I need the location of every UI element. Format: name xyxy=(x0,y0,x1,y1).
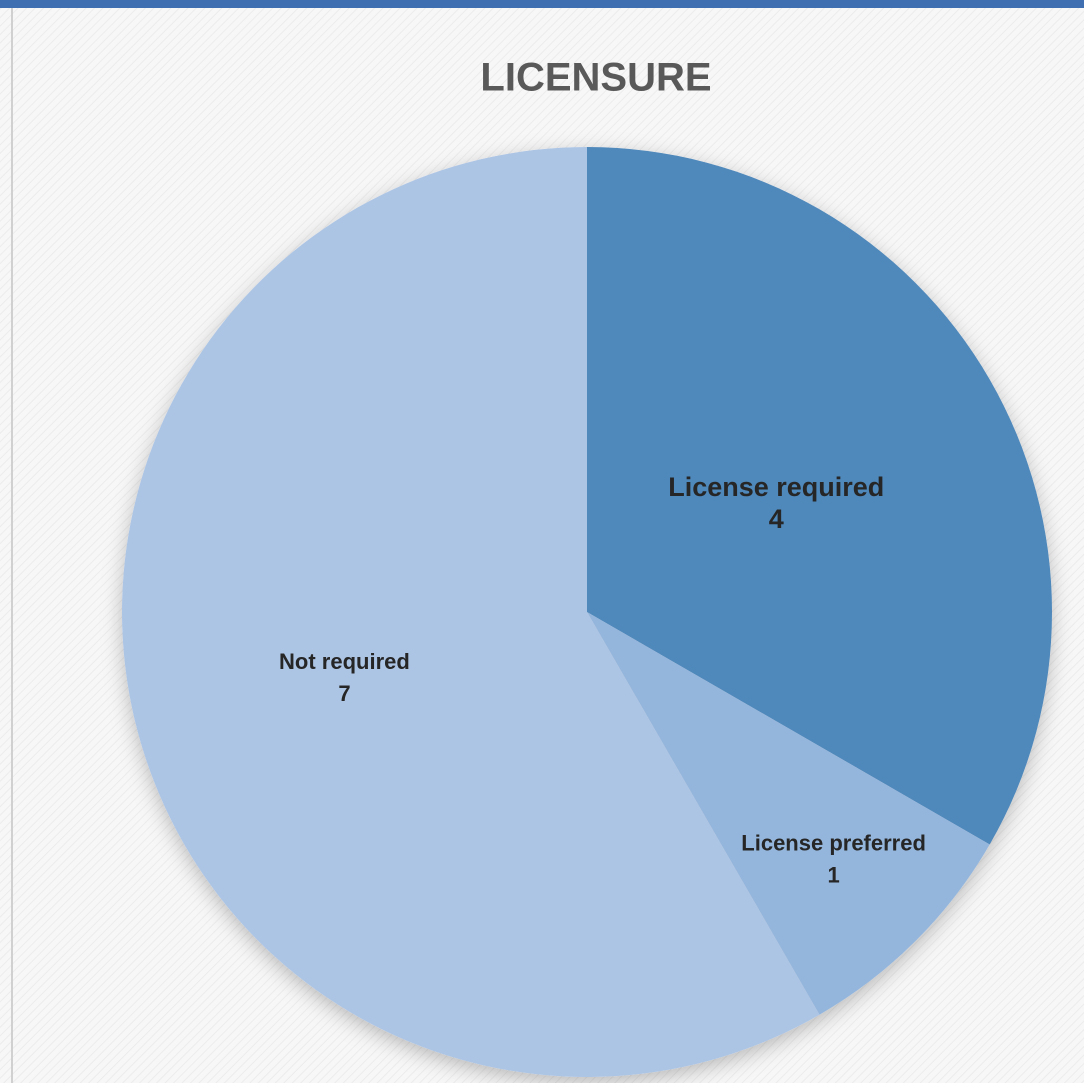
slice-label: License preferred xyxy=(741,830,926,855)
pie-slice xyxy=(587,147,1052,845)
slice-label: Not required xyxy=(279,649,410,674)
pie-slice xyxy=(122,146,820,1077)
chart-title: LICENSURE xyxy=(480,56,711,100)
top-bar xyxy=(0,0,1084,8)
slice-value: 7 xyxy=(338,681,350,706)
pie xyxy=(122,146,1052,1077)
pie-slice xyxy=(587,612,990,1015)
slice-value: 4 xyxy=(769,504,784,534)
slice-value: 1 xyxy=(827,862,839,887)
slice-label: License required xyxy=(668,472,884,502)
